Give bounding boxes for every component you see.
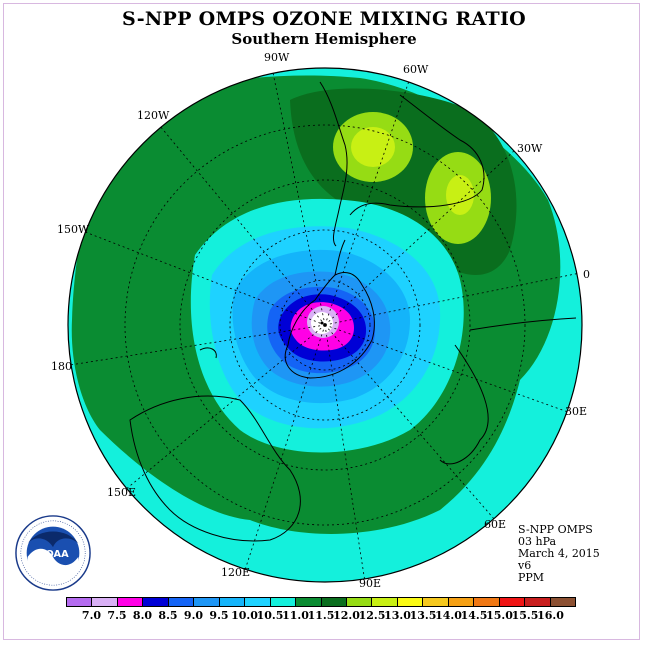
new-zealand-coastline (199, 347, 217, 359)
colorbar-tick-label: 14.0 (435, 609, 462, 622)
colorbar-swatch (168, 598, 195, 606)
colorbar-swatch (219, 598, 246, 606)
colorbar-swatch (296, 598, 322, 606)
antarctic-peninsula (334, 239, 346, 276)
info-units: PPM (518, 571, 545, 584)
colorbar-swatch (67, 598, 93, 606)
meridian-60e (324, 324, 496, 521)
colorbar-swatch (346, 598, 373, 606)
colorbar-swatch (372, 598, 398, 606)
lon-label-120w: 120W (137, 109, 170, 122)
latitude-circle-80s (279, 279, 371, 371)
meridian-0 (324, 272, 581, 326)
africa-east-coast (439, 344, 489, 465)
colorbar-tick-label: 13.5 (409, 609, 437, 622)
colorbar-swatch (321, 598, 347, 606)
lon-label-150w: 150W (57, 223, 90, 236)
figure-frame (3, 3, 640, 640)
colorbar-swatch (143, 598, 169, 606)
noaa-logo: NOAA (15, 515, 91, 591)
colorbar-swatch (194, 598, 220, 606)
colorbar-tick-label: 10.0 (231, 609, 258, 622)
south-america-west-coast (319, 81, 348, 247)
meridian-180 (69, 324, 326, 366)
lon-label-120e: 120E (221, 566, 251, 579)
latitude-circle-60s (179, 179, 471, 471)
colorbar-swatch (448, 598, 475, 606)
colorbar-tick-label: 12.5 (358, 609, 386, 622)
latitude-circle-45s (124, 124, 526, 526)
meridian-120w (154, 119, 326, 326)
field-13-0-core-west (351, 127, 395, 167)
colorbar-tick-label: 11.5 (307, 609, 335, 622)
colorbar-swatch (397, 598, 424, 606)
info-date: March 4, 2015 (518, 547, 600, 560)
colorbar-tick-label: 10.5 (256, 609, 284, 622)
colorbar-swatch (474, 598, 500, 606)
south-america-east-coast (349, 94, 485, 216)
field-13-0-core-east (446, 175, 474, 215)
lon-label-90e: 90E (359, 577, 382, 590)
colorbar-tick-label: 12.0 (333, 609, 360, 622)
colorbar-swatch (525, 598, 551, 606)
lon-label-90w: 90W (264, 51, 290, 64)
colorbar-swatch (117, 598, 144, 606)
info-block: S-NPP OMPS 03 hPa March 4, 2015 v6 PPM (518, 524, 600, 584)
graticule (69, 68, 581, 582)
colorbar-tick-label: 8.5 (158, 609, 178, 622)
colorbar-swatch (423, 598, 449, 606)
meridian-150w (79, 229, 326, 326)
info-pressure-level: 03 hPa (518, 535, 557, 548)
info-instrument: S-NPP OMPS (518, 523, 593, 536)
australia-coastline (129, 395, 301, 542)
colorbar-tick-label: 16.0 (537, 609, 564, 622)
colorbar-swatch (550, 598, 576, 606)
south-pole-marker (320, 321, 324, 325)
colorbar-tick-labels: 7.0 7.5 8.0 8.5 9.0 9.5 10.0 10.5 11.0 11.5 12.0 12… (51, 609, 591, 623)
coastlines (129, 81, 577, 542)
colorbar-tick-label: 9.5 (209, 609, 229, 622)
colorbar-swatch (92, 598, 118, 606)
colorbar (66, 597, 576, 607)
svg-text:NOAA: NOAA (37, 549, 69, 560)
map-subtitle: Southern Hemisphere (231, 30, 417, 48)
lon-label-180: 180 (51, 360, 72, 373)
meridian-90e (324, 324, 366, 582)
meridian-60w (324, 77, 411, 326)
lon-label-30e: 30E (565, 405, 588, 418)
colorbar-tick-label: 11.0 (282, 609, 309, 622)
colorbar-swatch (499, 598, 526, 606)
map-boundary (67, 67, 583, 583)
lon-label-60e: 60E (484, 518, 507, 531)
colorbar-swatch (245, 598, 271, 606)
colorbar-tick-label: 9.0 (183, 609, 204, 622)
meridian-30w (324, 149, 516, 326)
lon-label-0: 0 (583, 268, 590, 281)
lon-label-30w: 30W (517, 142, 543, 155)
lon-label-60w: 60W (403, 63, 429, 76)
map-title: S-NPP OMPS OZONE MIXING RATIO (121, 8, 527, 30)
africa-south-coast (469, 317, 577, 331)
antarctica-coastline (284, 272, 375, 379)
colorbar-tick-label: 13.0 (384, 609, 411, 622)
latitude-circle-70s (229, 229, 421, 421)
info-version: v6 (518, 559, 532, 572)
colorbar-tick-label: 15.0 (486, 609, 513, 622)
colorbar-tick-label: 7.0 (81, 609, 102, 622)
meridian-30e (324, 324, 569, 413)
lon-label-150e: 150E (107, 486, 137, 499)
colorbar-tick-label: 14.5 (460, 609, 488, 622)
colorbar-swatch (270, 598, 297, 606)
colorbar-tick-label: 7.5 (107, 609, 127, 622)
colorbar-tick-label: 15.5 (511, 609, 539, 622)
colorbar-tick-label: 8.0 (132, 609, 153, 622)
meridian-90w (271, 68, 326, 326)
meridian-150e (124, 324, 326, 491)
